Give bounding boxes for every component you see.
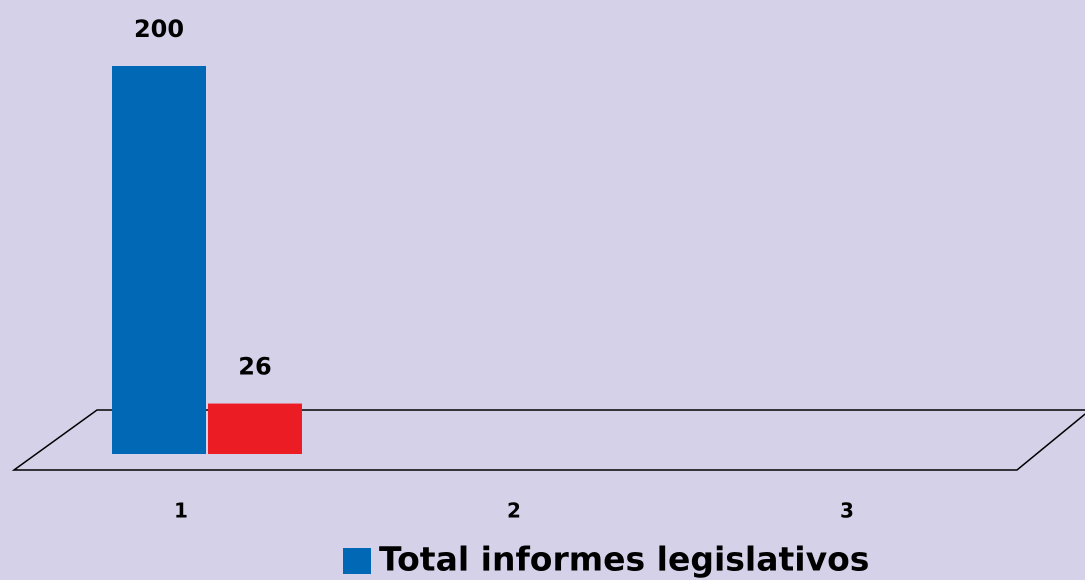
x-tick-label: 1	[174, 499, 188, 523]
value-label: 200	[134, 15, 184, 43]
floor	[11, 409, 1085, 471]
bar	[112, 66, 206, 454]
bar	[208, 403, 302, 454]
x-tick-label: 2	[507, 499, 521, 523]
legend-swatch	[343, 548, 371, 574]
value-label: 26	[238, 353, 271, 381]
x-tick-label: 3	[840, 499, 854, 523]
legend-label: Total informes legislativos	[379, 540, 869, 579]
